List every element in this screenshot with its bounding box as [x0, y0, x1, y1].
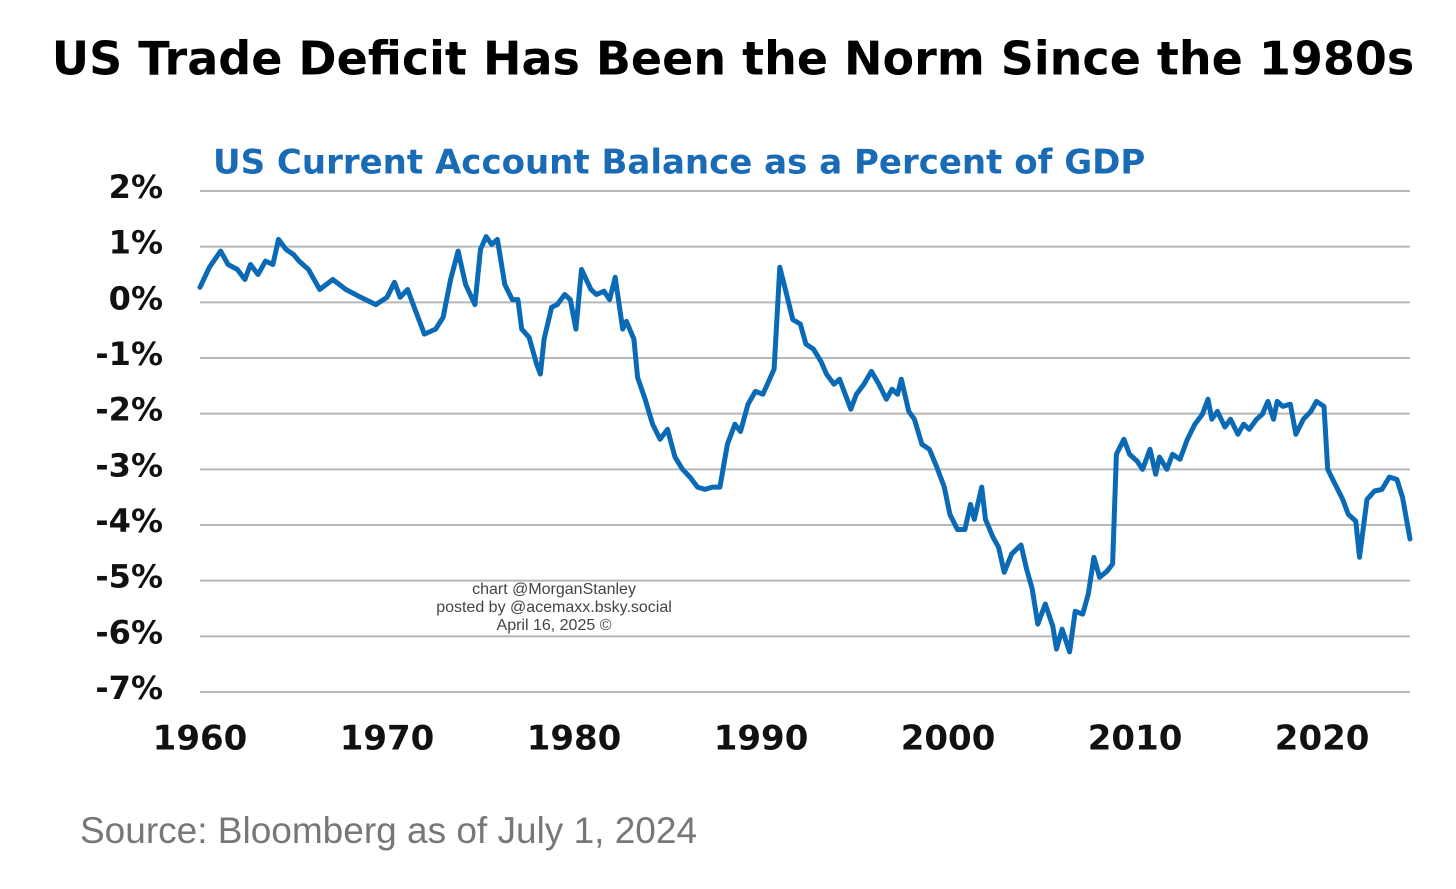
y-tick-label: -4%	[95, 502, 163, 540]
y-tick-label: -1%	[95, 335, 163, 373]
x-tick-label: 1980	[527, 719, 622, 759]
chart-title: US Trade Deficit Has Been the Norm Since…	[52, 32, 1415, 86]
y-tick-label: 1%	[109, 224, 163, 262]
x-tick-label: 1960	[153, 719, 248, 759]
y-tick-label: -3%	[95, 446, 163, 484]
y-tick-label: 2%	[109, 168, 163, 206]
x-tick-label: 2000	[901, 719, 996, 759]
y-tick-label: -5%	[95, 558, 163, 596]
y-tick-label: -6%	[95, 613, 163, 651]
x-tick-label: 2010	[1088, 719, 1183, 759]
chart-subtitle: US Current Account Balance as a Percent …	[213, 143, 1145, 183]
x-tick-label: 1990	[714, 719, 809, 759]
annotation: April 16, 2025 ©	[497, 617, 612, 634]
data-line	[197, 234, 1413, 655]
annotation: chart @MorganStanley	[472, 581, 636, 598]
annotation: posted by @acemaxx.bsky.social	[436, 599, 672, 616]
y-tick-label: -2%	[95, 391, 163, 429]
x-tick-label: 1970	[340, 719, 435, 759]
y-tick-label: -7%	[95, 669, 163, 707]
y-tick-label: 0%	[109, 279, 163, 317]
source-note: Source: Bloomberg as of July 1, 2024	[80, 810, 697, 851]
x-tick-label: 2020	[1275, 719, 1370, 759]
